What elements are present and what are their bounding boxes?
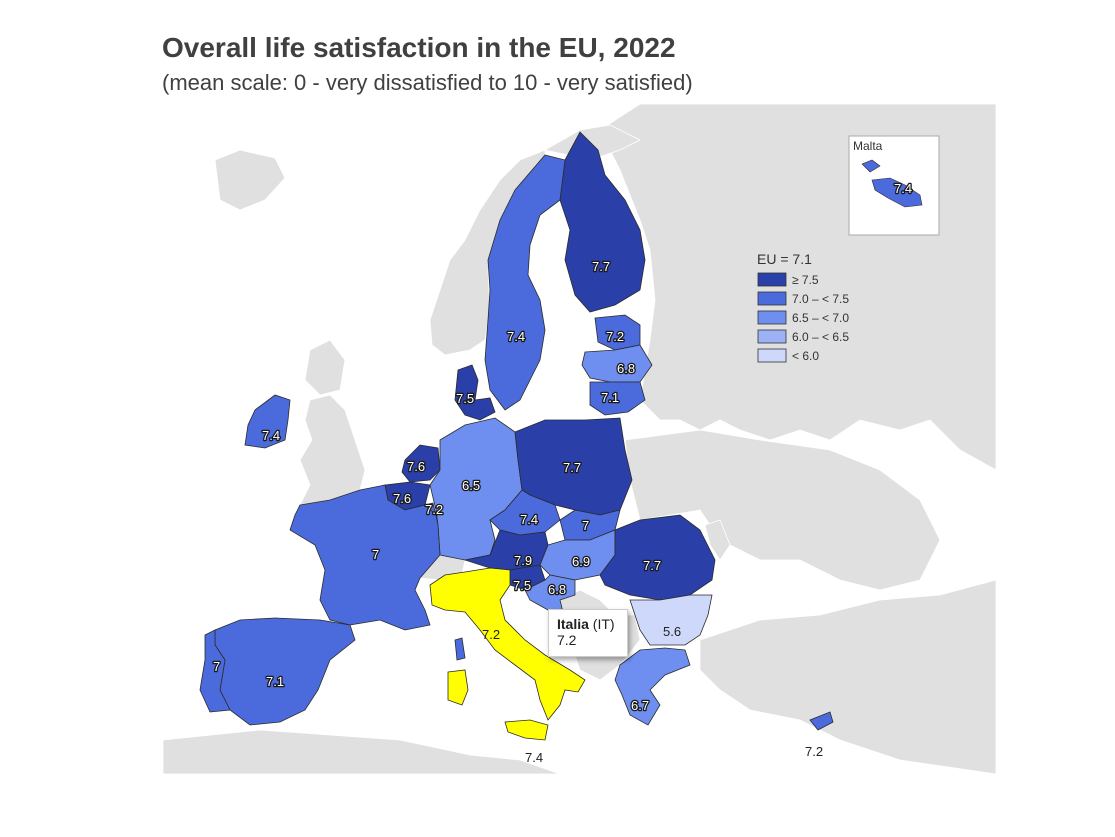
- label-hr: 6.8: [548, 582, 566, 597]
- scotland-land: [304, 339, 346, 396]
- label-be: 7.6: [393, 491, 411, 506]
- ukraine-land: [624, 429, 941, 591]
- label-at: 7.9: [514, 553, 532, 568]
- label-hu: 6.9: [572, 554, 590, 569]
- country-portugal[interactable]: [199, 629, 231, 713]
- label-ro: 7.7: [643, 558, 661, 573]
- label-es: 7.1: [266, 674, 284, 689]
- tooltip-code: (IT): [592, 616, 615, 632]
- country-sicily[interactable]: [504, 719, 549, 741]
- label-lv: 6.8: [617, 361, 635, 376]
- label-nl: 7.6: [407, 459, 425, 474]
- iceland-land: [214, 149, 286, 211]
- label-de: 6.5: [462, 478, 480, 493]
- country-greece[interactable]: [614, 647, 691, 726]
- label-pl: 7.7: [563, 460, 581, 475]
- country-croatia[interactable]: [524, 574, 576, 621]
- label-se: 7.4: [507, 329, 525, 344]
- label-cz: 7.4: [520, 512, 538, 527]
- label-lt: 7.1: [601, 390, 619, 405]
- country-cyprus[interactable]: [809, 711, 834, 731]
- legend-label: < 6.0: [792, 349, 819, 363]
- label-si: 7.5: [513, 578, 531, 593]
- gozo-island[interactable]: [861, 159, 881, 173]
- legend-label: 7.0 – < 7.5: [792, 292, 849, 306]
- label-fr: 7: [372, 547, 379, 562]
- label-lu: 7.2: [425, 502, 443, 517]
- legend-swatch: [757, 291, 787, 306]
- country-italy[interactable]: [429, 567, 586, 721]
- legend-swatch: [757, 329, 787, 344]
- country-lithuania[interactable]: [589, 381, 646, 416]
- legend-swatch: [757, 310, 787, 325]
- tooltip-country: Italia: [557, 616, 589, 632]
- legend-items: ≥ 7.5 7.0 – < 7.5 6.5 – < 7.0 6.0 – < 6.5 < …: [757, 272, 849, 363]
- label-bg: 5.6: [663, 624, 681, 639]
- page-title: Overall life satisfaction in the EU, 202…: [162, 32, 676, 63]
- legend-label: 6.5 – < 7.0: [792, 311, 849, 325]
- country-netherlands[interactable]: [401, 444, 441, 483]
- legend-label: ≥ 7.5: [792, 273, 819, 287]
- page-subtitle: (mean scale: 0 - very dissatisfied to 10…: [162, 70, 693, 95]
- legend-label: 6.0 – < 6.5: [792, 330, 849, 344]
- malta-island[interactable]: [871, 177, 923, 208]
- country-value-labels: 7.7 7.4 7.2 6.8 7.1 7.5 7.4 7.6 7.6 7.2 …: [212, 258, 823, 765]
- label-dk: 7.5: [456, 391, 474, 406]
- tooltip-italia: Italia (IT) 7.2: [548, 609, 628, 657]
- legend-swatch: [757, 348, 787, 363]
- country-denmark[interactable]: [454, 364, 496, 421]
- country-bulgaria[interactable]: [629, 594, 713, 646]
- legend-title: EU = 7.1: [757, 251, 812, 267]
- label-cy: 7.2: [805, 744, 823, 759]
- malta-inset-title: Malta: [853, 139, 883, 153]
- turkey-land: [699, 579, 996, 774]
- country-sardinia[interactable]: [447, 669, 469, 706]
- label-ie: 7.4: [262, 428, 280, 443]
- legend-swatch: [757, 272, 787, 287]
- eu-choropleth-map[interactable]: 7.7 7.4 7.2 6.8 7.1 7.5 7.4 7.6 7.6 7.2 …: [163, 104, 996, 774]
- tooltip-value: 7.2: [557, 632, 577, 648]
- country-finland[interactable]: [559, 131, 646, 313]
- country-ireland[interactable]: [244, 394, 291, 449]
- country-corsica[interactable]: [454, 637, 466, 661]
- country-germany[interactable]: [429, 417, 523, 561]
- malta-inset: Malta 7.4: [848, 135, 940, 236]
- label-sicily: 7.4: [525, 750, 543, 765]
- label-el: 6.7: [631, 698, 649, 713]
- country-france[interactable]: [289, 484, 441, 631]
- label-fi: 7.7: [592, 259, 610, 274]
- country-sweden[interactable]: [484, 154, 566, 411]
- label-pt: 7: [213, 659, 220, 674]
- label-sk: 7: [582, 518, 589, 533]
- label-ee: 7.2: [606, 329, 624, 344]
- eu-countries: [199, 131, 834, 741]
- moldova-land: [704, 519, 731, 561]
- label-it: 7.2: [482, 627, 500, 642]
- malta-inset-value: 7.4: [894, 181, 912, 196]
- north-africa-land: [163, 729, 561, 774]
- legend: EU = 7.1 ≥ 7.5 7.0 – < 7.5 6.5 – < 7.0 6.0 …: [757, 251, 849, 363]
